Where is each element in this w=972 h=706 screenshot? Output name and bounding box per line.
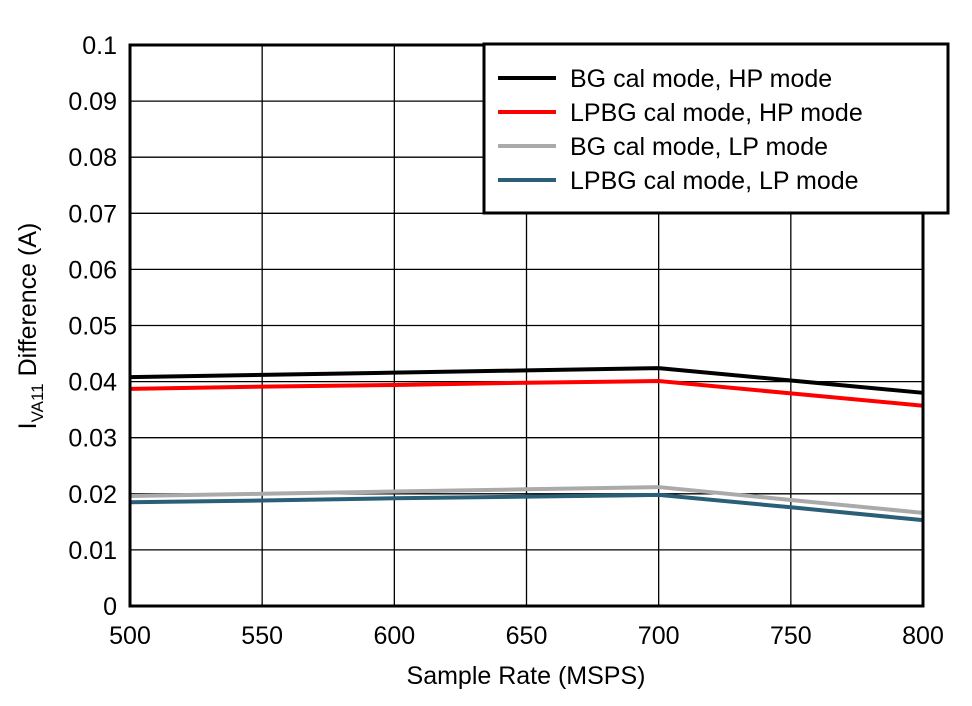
series-lines <box>129 366 924 523</box>
legend-label: BG cal mode, LP mode <box>570 133 828 161</box>
x-tick-label: 550 <box>241 622 283 650</box>
x-axis-label: Sample Rate (MSPS) <box>407 662 646 690</box>
series-line <box>129 485 924 515</box>
y-tick-label: 0.05 <box>68 313 117 341</box>
legend: BG cal mode, HP mode LPBG cal mode, HP mo… <box>482 42 950 215</box>
y-tick-label: 0.01 <box>68 537 117 565</box>
x-tick-label: 600 <box>373 622 415 650</box>
y-tick-label: 0.08 <box>68 144 117 172</box>
x-tick-label: 500 <box>109 622 151 650</box>
x-tick-label: 650 <box>506 622 548 650</box>
x-tick-label: 750 <box>770 622 812 650</box>
y-tick-labels: 0 0.01 0.02 0.03 0.04 0.05 0.06 0.07 0.08 0.09 0.1 <box>68 32 117 621</box>
y-tick-label: 0.06 <box>68 256 117 284</box>
legend-label: BG cal mode, HP mode <box>570 65 832 93</box>
series-line <box>129 379 924 408</box>
series-line <box>129 492 924 523</box>
y-tick-label: 0.02 <box>68 481 117 509</box>
x-tick-label: 800 <box>902 622 944 650</box>
y-tick-label: 0 <box>103 593 117 621</box>
y-tick-label: 0.04 <box>68 369 117 397</box>
legend-label: LPBG cal mode, LP mode <box>570 167 859 195</box>
y-tick-label: 0.07 <box>68 200 117 228</box>
x-tick-labels: 500 550 600 650 700 750 800 <box>109 622 944 650</box>
legend-label: LPBG cal mode, HP mode <box>570 99 863 127</box>
y-axis-label: IVA11 Difference (A) <box>14 223 47 430</box>
y-tick-label: 0.09 <box>68 88 117 116</box>
legend-box <box>482 42 950 215</box>
y-tick-label: 0.1 <box>82 32 117 60</box>
y-tick-label: 0.03 <box>68 425 117 453</box>
x-tick-label: 700 <box>638 622 680 650</box>
series-line <box>129 366 924 395</box>
